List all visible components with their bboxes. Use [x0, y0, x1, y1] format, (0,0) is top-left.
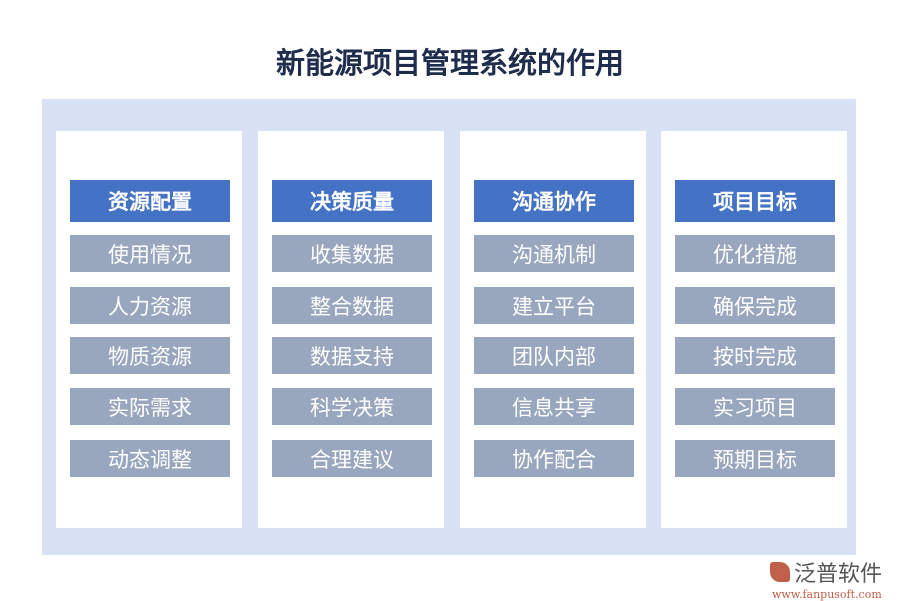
column-item: 建立平台: [474, 287, 634, 324]
column-item: 团队内部: [474, 337, 634, 374]
column-item: 动态调整: [70, 440, 230, 477]
column-item: 优化措施: [675, 235, 835, 272]
column-3: 沟通协作沟通机制建立平台团队内部信息共享协作配合: [460, 131, 646, 528]
column-item: 物质资源: [70, 337, 230, 374]
logo-icon: [770, 562, 790, 582]
column-item: 按时完成: [675, 337, 835, 374]
column-item: 合理建议: [272, 440, 432, 477]
column-item: 科学决策: [272, 388, 432, 425]
column-item: 实习项目: [675, 388, 835, 425]
column-header: 决策质量: [272, 180, 432, 222]
page-title: 新能源项目管理系统的作用: [275, 46, 624, 80]
column-item: 信息共享: [474, 388, 634, 425]
column-item: 沟通机制: [474, 235, 634, 272]
column-2: 决策质量收集数据整合数据数据支持科学决策合理建议: [258, 131, 444, 528]
column-item: 收集数据: [272, 235, 432, 272]
column-4: 项目目标优化措施确保完成按时完成实习项目预期目标: [661, 131, 847, 528]
logo: 泛普软件 www.fanpusoft.com: [770, 556, 895, 601]
column-item: 预期目标: [675, 440, 835, 477]
column-item: 实际需求: [70, 388, 230, 425]
column-header: 项目目标: [675, 180, 835, 222]
column-item: 使用情况: [70, 235, 230, 272]
column-header: 沟通协作: [474, 180, 634, 222]
column-item: 数据支持: [272, 337, 432, 374]
logo-url: www.fanpusoft.com: [772, 588, 882, 601]
column-item: 协作配合: [474, 440, 634, 477]
column-item: 确保完成: [675, 287, 835, 324]
column-header: 资源配置: [70, 180, 230, 222]
column-item: 整合数据: [272, 287, 432, 324]
logo-brand: 泛普软件: [794, 562, 883, 587]
column-1: 资源配置使用情况人力资源物质资源实际需求动态调整: [56, 131, 242, 528]
column-item: 人力资源: [70, 287, 230, 324]
